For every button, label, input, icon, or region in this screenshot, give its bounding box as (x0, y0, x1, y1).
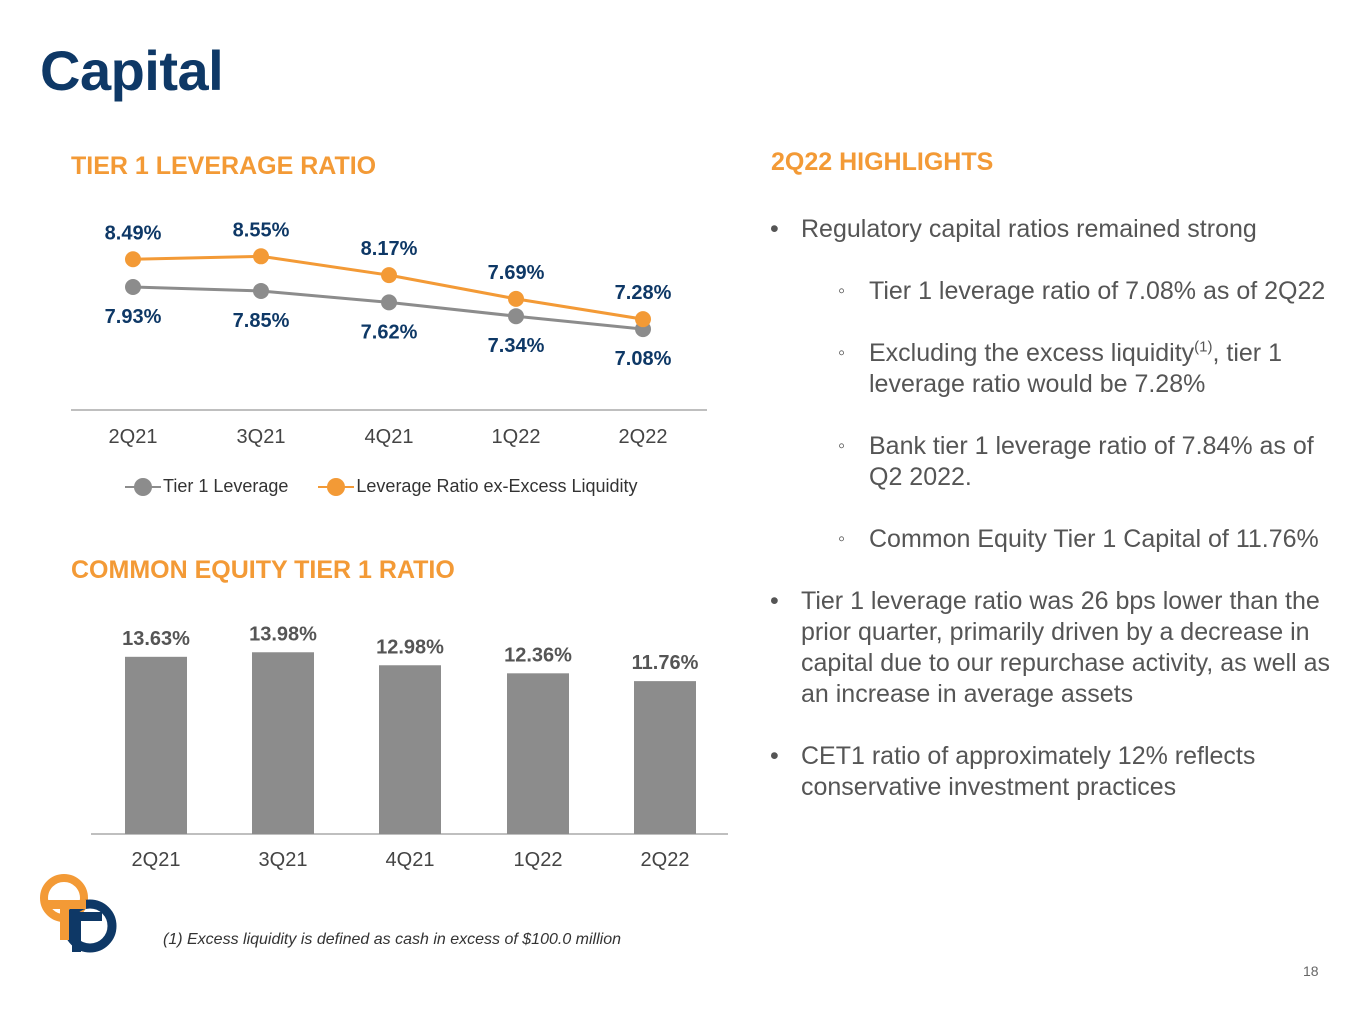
highlight-text: Tier 1 leverage ratio of 7.08% as of 2Q2… (869, 277, 1326, 305)
data-label-tier1: 7.93% (105, 306, 162, 328)
company-logo (40, 874, 117, 953)
highlights-title: 2Q22 HIGHLIGHTS (771, 148, 994, 176)
highlight-text: Bank tier 1 leverage ratio of 7.84% as o… (869, 432, 1314, 491)
legend-item-tier1: Tier 1 Leverage (125, 476, 288, 497)
legend-label-tier1: Tier 1 Leverage (163, 476, 289, 496)
point-ex-liquidity (125, 251, 141, 268)
bar-value-label: 13.63% (122, 628, 190, 650)
highlight-subitem: ◦ Common Equity Tier 1 Capital of 11.76% (770, 524, 1330, 555)
x-tick-label: 2Q22 (619, 426, 668, 448)
bullet-icon: ◦ (838, 342, 846, 364)
highlight-item: • Regulatory capital ratios remained stro… (770, 214, 1330, 245)
cet1-bar-chart: 13.63% 2Q21 13.98% 3Q21 12.98% 4Q21 12.36% 1Q22… (91, 623, 728, 871)
highlight-text-part: , tier 1 leverage ratio would be 7.28% (869, 339, 1282, 398)
point-ex-liquidity (381, 267, 397, 284)
highlight-subitem: ◦ Bank tier 1 leverage ratio of 7.84% as … (770, 431, 1330, 493)
highlight-subitem: ◦ Tier 1 leverage ratio of 7.08% as of 2Q… (770, 276, 1330, 307)
x-tick-label: 2Q22 (641, 849, 690, 871)
leverage-line-chart: 7.93% 7.85% 7.62% 7.34% 7.08% 8.49% 8.55% 8.17%… (71, 219, 707, 448)
cet1-chart-title: COMMON EQUITY TIER 1 RATIO (71, 556, 455, 584)
point-ex-liquidity (253, 248, 269, 265)
leverage-chart-title: TIER 1 LEVERAGE RATIO (71, 152, 377, 180)
bar (507, 673, 569, 834)
highlight-text: Excluding the excess liquidity(1), tier … (869, 339, 1282, 398)
point-tier1 (125, 279, 141, 295)
bar (379, 665, 441, 834)
x-tick-label: 4Q21 (386, 849, 435, 871)
point-ex-liquidity (508, 290, 524, 307)
bar-value-label: 11.76% (632, 652, 699, 674)
highlight-subitem: ◦ Excluding the excess liquidity(1), tier… (770, 338, 1330, 400)
bullet-icon: ◦ (838, 435, 846, 457)
highlight-text: CET1 ratio of approximately 12% reflects… (801, 742, 1256, 801)
bar-value-label: 13.98% (249, 623, 317, 645)
page-title: Capital (40, 39, 224, 102)
point-ex-liquidity (635, 311, 651, 328)
footnote-reference: (1) (1194, 338, 1213, 356)
legend-marker-gray (125, 477, 161, 497)
bar-value-label: 12.98% (376, 636, 444, 658)
highlight-item: • CET1 ratio of approximately 12% reflect… (770, 741, 1330, 803)
legend-item-ex-liquidity: Leverage Ratio ex-Excess Liquidity (318, 476, 638, 497)
x-tick-label: 1Q22 (514, 849, 563, 871)
highlights-list: • Regulatory capital ratios remained stro… (770, 214, 1330, 834)
point-tier1 (381, 294, 397, 311)
bullet-icon: • (770, 587, 779, 615)
leverage-chart-legend: Tier 1 Leverage Leverage Ratio ex-Excess… (125, 476, 638, 497)
x-tick-label: 1Q22 (492, 426, 541, 448)
bar (252, 652, 314, 834)
data-label-tier1: 7.62% (361, 321, 418, 343)
highlight-text: Regulatory capital ratios remained stron… (801, 215, 1257, 243)
legend-marker-orange (318, 477, 355, 497)
bullet-icon: ◦ (838, 528, 846, 550)
highlight-text: Common Equity Tier 1 Capital of 11.76% (869, 525, 1319, 553)
legend-label-ex-liquidity: Leverage Ratio ex-Excess Liquidity (356, 476, 638, 496)
data-label-tier1: 7.85% (233, 310, 290, 332)
highlight-item: • Tier 1 leverage ratio was 26 bps lower … (770, 586, 1330, 710)
data-label-ex-liquidity: 8.17% (361, 238, 418, 260)
x-tick-label: 2Q21 (109, 426, 158, 448)
data-label-tier1: 7.34% (488, 335, 545, 357)
highlight-text: Tier 1 leverage ratio was 26 bps lower t… (801, 587, 1330, 708)
bullet-icon: • (770, 742, 779, 770)
data-label-ex-liquidity: 7.69% (488, 262, 545, 284)
footnote: (1) Excess liquidity is defined as cash … (163, 931, 621, 948)
data-label-tier1: 7.08% (615, 348, 672, 370)
x-tick-label: 3Q21 (259, 849, 308, 871)
bar (634, 681, 696, 834)
point-tier1 (508, 308, 524, 325)
page-number: 18 (1303, 963, 1319, 979)
bar-value-label: 12.36% (504, 644, 572, 666)
bullet-icon: • (770, 215, 779, 243)
data-label-ex-liquidity: 7.28% (615, 282, 672, 304)
data-label-ex-liquidity: 8.55% (233, 219, 290, 241)
x-tick-label: 3Q21 (237, 426, 286, 448)
highlight-text-part: Excluding the excess liquidity (869, 339, 1195, 367)
x-tick-label: 2Q21 (132, 849, 181, 871)
bar (125, 656, 187, 834)
point-tier1 (253, 282, 269, 299)
x-tick-label: 4Q21 (365, 426, 414, 448)
data-label-ex-liquidity: 8.49% (105, 222, 162, 244)
bullet-icon: ◦ (838, 280, 846, 302)
